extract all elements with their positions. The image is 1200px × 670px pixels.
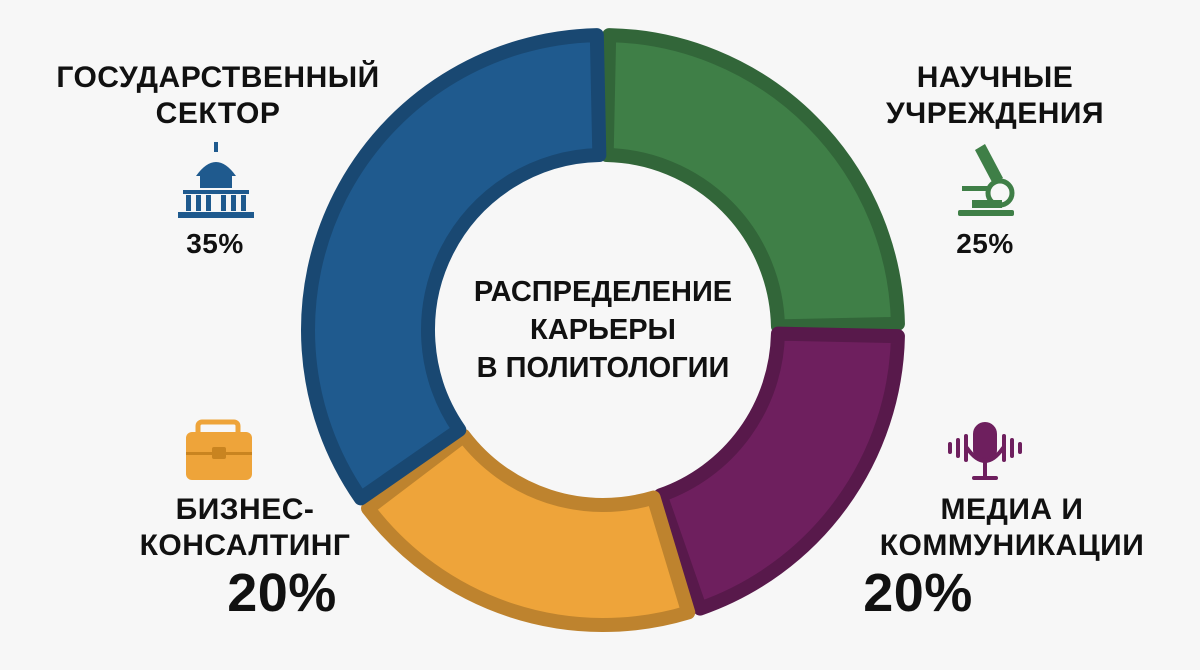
capitol-icon [178,142,254,218]
chart-title: РАСПРЕДЕЛЕНИЕ КАРЬЕРЫ В ПОЛИТОЛОГИИ [473,276,733,384]
briefcase-icon [186,419,252,480]
value-label: 25% [956,228,1014,259]
donut-segment [599,28,905,334]
donut-segment [653,326,905,616]
microphone-icon [948,422,1022,480]
microscope-icon [958,144,1015,216]
category-label: МЕДИА И КОММУНИКАЦИИ [879,493,1145,562]
donut-segment [301,28,607,506]
donut-segment [361,428,696,632]
category-label: ГОСУДАРСТВЕННЫЙ СЕКТОР [56,61,380,130]
value-label: 20% [863,563,973,623]
value-label: 35% [186,228,244,259]
value-label: 20% [227,563,337,623]
category-label: НАУЧНЫЕ УЧРЕЖДЕНИЯ [885,61,1105,130]
category-label: БИЗНЕС- КОНСАЛТИНГ [139,493,351,562]
